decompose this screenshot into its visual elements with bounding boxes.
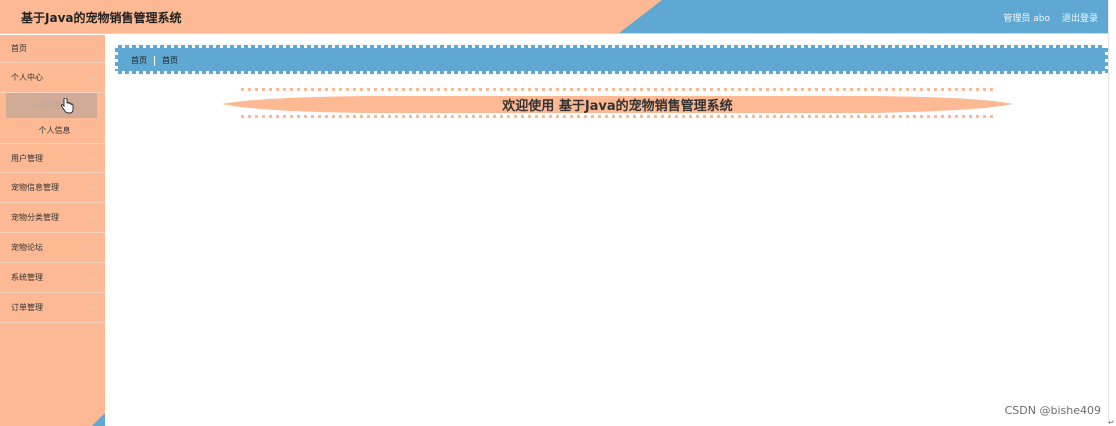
sidebar-subitem-personal-info[interactable]: 个人信息	[0, 118, 105, 143]
sidebar-item-pet-info-management[interactable]: 宠物信息管理	[0, 173, 105, 203]
sidebar-item-label: 宠物分类管理	[11, 213, 59, 222]
sidebar-item-label: 系统管理	[11, 273, 43, 282]
header-user-area: 管理员 abo 退出登录	[1003, 11, 1098, 24]
logout-link[interactable]: 退出登录	[1061, 14, 1098, 24]
welcome-message: 欢迎使用 基于Java的宠物销售管理系统	[502, 99, 733, 114]
breadcrumb-bar: 首页 首页	[115, 45, 1108, 74]
sidebar-item-label: 个人中心	[11, 73, 43, 82]
header-peach-shape	[0, 0, 662, 33]
sidebar-item-system-management[interactable]: 系统管理	[0, 263, 105, 293]
return-mark: ↵	[1108, 418, 1115, 426]
chevron-down-icon	[89, 153, 98, 162]
breadcrumb-bar-edge	[1105, 45, 1108, 74]
sidebar-item-label: 首页	[11, 44, 27, 53]
sidebar-item-order-management[interactable]: 订单管理	[0, 293, 105, 323]
welcome-banner-shape	[222, 88, 1013, 120]
breadcrumb-bar-edge	[115, 45, 118, 74]
breadcrumb-item-home[interactable]: 首页	[131, 56, 147, 65]
chevron-down-icon	[89, 272, 98, 281]
sidebar-item-label: 订单管理	[11, 303, 43, 312]
breadcrumb-separator	[154, 55, 155, 66]
breadcrumb-item-current: 首页	[162, 56, 178, 65]
chevron-down-icon	[89, 182, 98, 191]
sidebar: 首页 个人中心 修改密码 个人信息 用户管理 宠物信息管理 宠物分类管理 宠物论…	[0, 35, 105, 426]
sidebar-item-label: 用户管理	[11, 153, 43, 163]
sidebar-item-pet-forum[interactable]: 宠物论坛	[0, 233, 105, 263]
sidebar-item-home[interactable]: 首页	[0, 35, 105, 63]
breadcrumb: 首页 首页	[131, 55, 178, 66]
chevron-down-icon	[89, 302, 98, 311]
app-title: 基于Java的宠物销售管理系统	[21, 11, 182, 25]
sidebar-corner-decoration	[92, 413, 105, 426]
watermark: CSDN @bishe409	[1004, 404, 1101, 417]
welcome-banner: 欢迎使用 基于Java的宠物销售管理系统	[220, 88, 1015, 120]
chevron-down-icon	[89, 212, 98, 221]
sidebar-item-label: 宠物论坛	[11, 243, 43, 252]
sidebar-item-user-management[interactable]: 用户管理	[0, 143, 105, 173]
chevron-down-icon	[89, 72, 98, 81]
sidebar-subitem-change-password[interactable]: 修改密码	[6, 93, 97, 118]
sidebar-subitem-label: 修改密码	[37, 101, 70, 110]
sidebar-item-label: 宠物信息管理	[11, 183, 59, 192]
top-header: 基于Java的宠物销售管理系统 管理员 abo 退出登录	[0, 0, 1108, 34]
chevron-down-icon	[89, 242, 98, 251]
sidebar-item-personal-center[interactable]: 个人中心	[0, 63, 105, 93]
sidebar-item-pet-category-management[interactable]: 宠物分类管理	[0, 203, 105, 233]
sidebar-subitem-label: 个人信息	[38, 126, 71, 135]
page-right-border	[1108, 0, 1109, 420]
admin-user-label[interactable]: 管理员 abo	[1003, 14, 1050, 24]
hand-pointer-icon	[60, 98, 74, 114]
